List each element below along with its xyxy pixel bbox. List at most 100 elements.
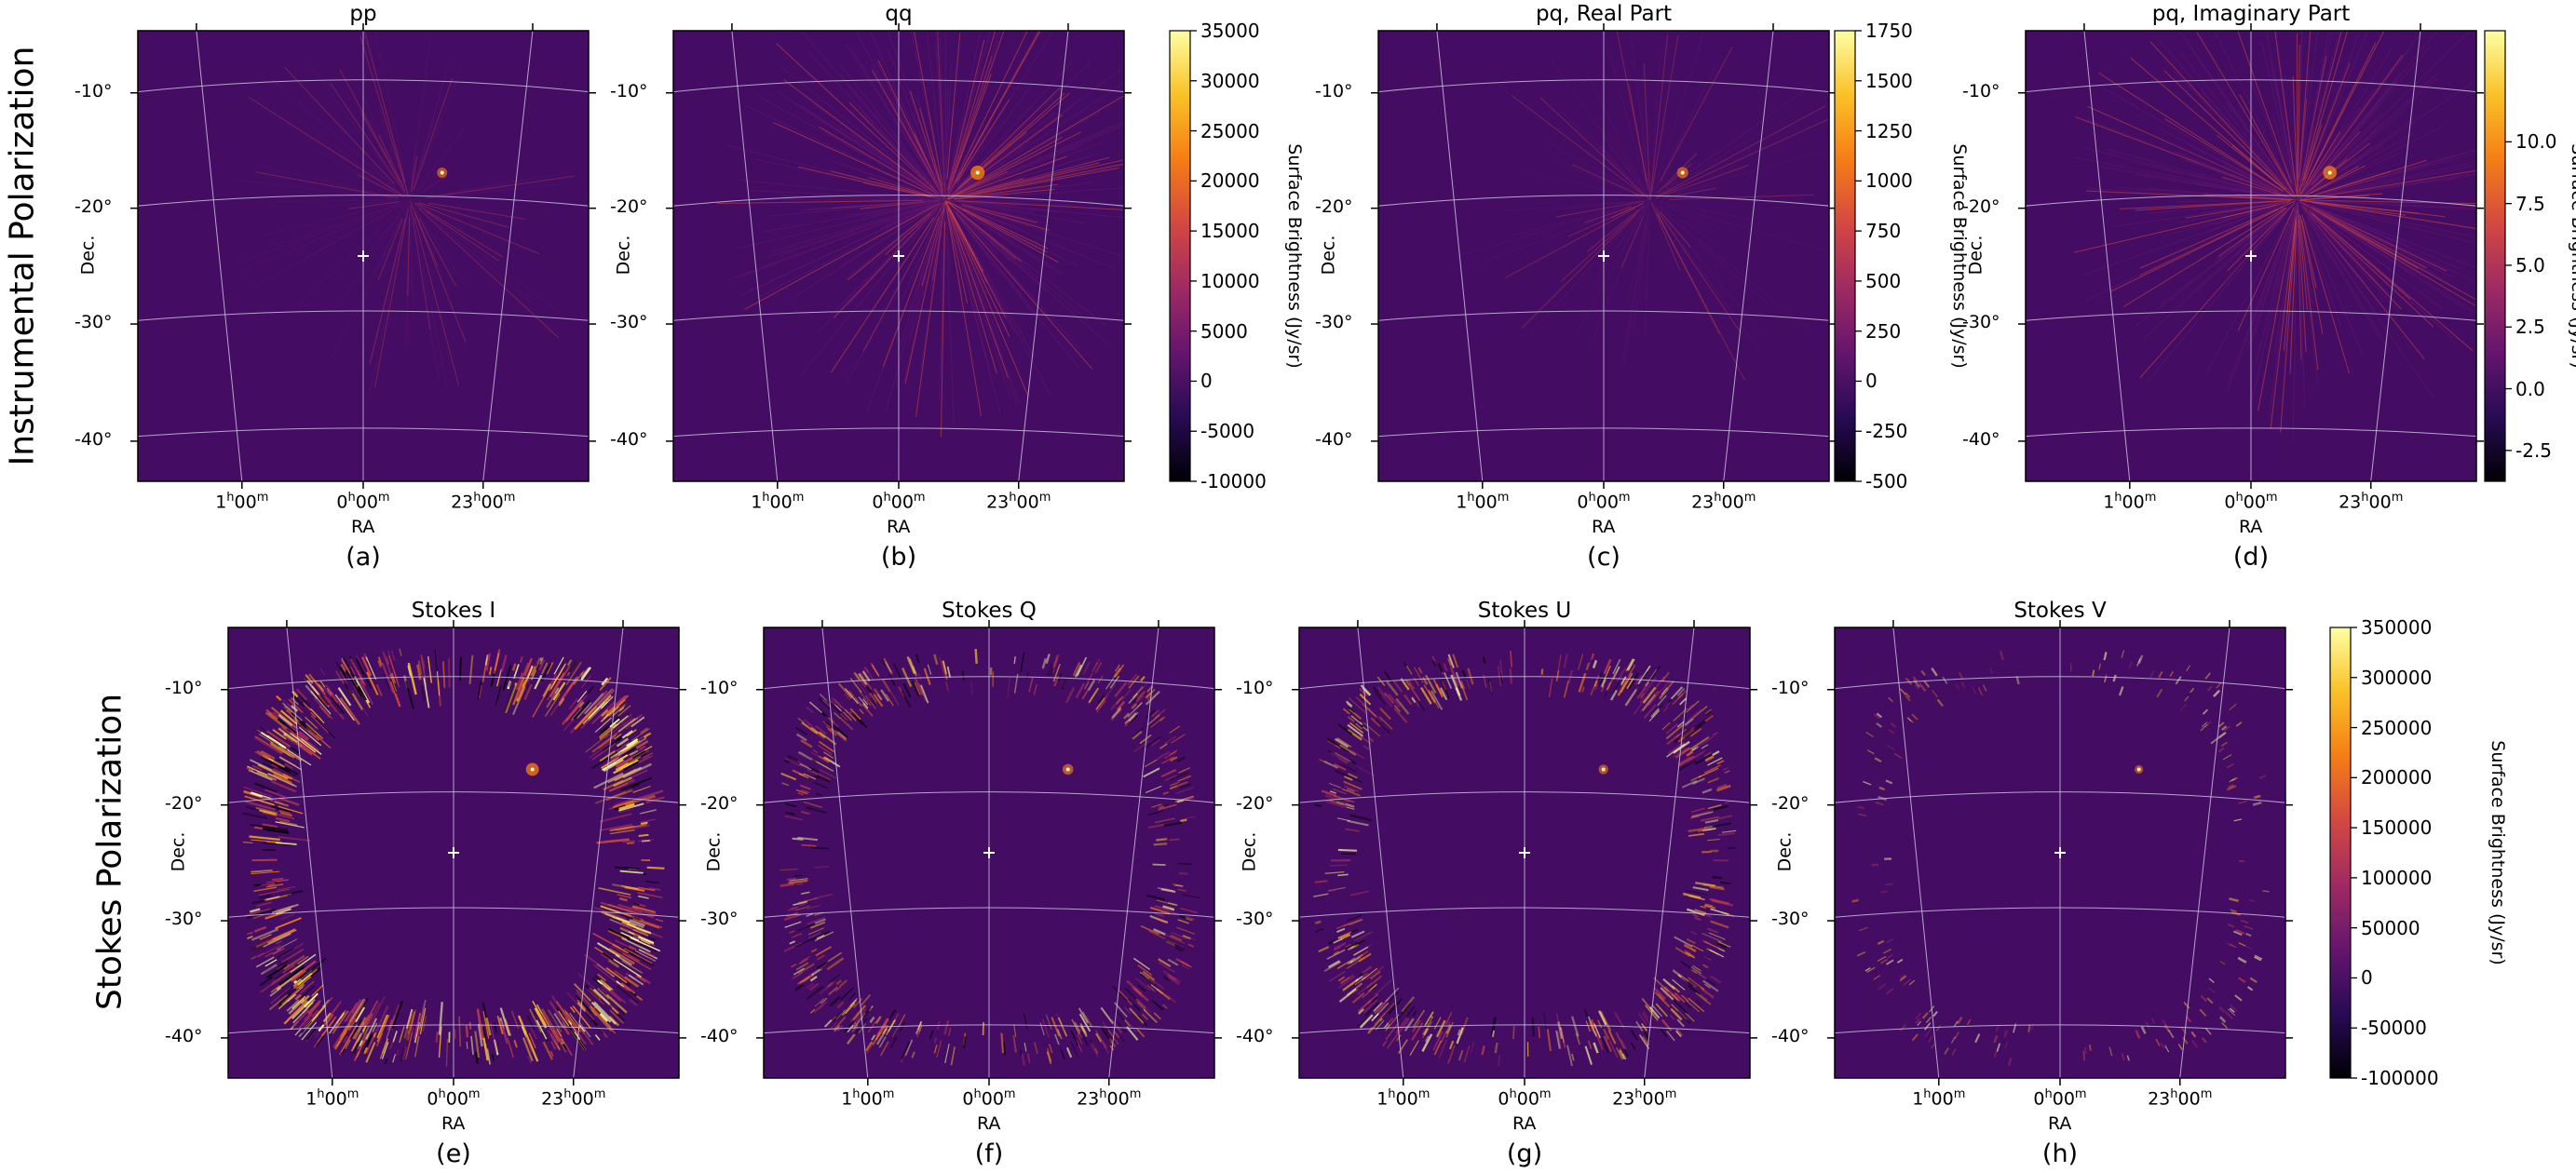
panel-caption: (c): [1587, 543, 1620, 572]
panel-caption: (f): [974, 1139, 1004, 1168]
dec-tick-label: -20°: [700, 792, 739, 814]
colorbar-4: [2329, 627, 2357, 1079]
source-core: [1680, 170, 1685, 175]
ra-axis-label: RA: [887, 517, 911, 537]
colorbar-tick-label: 0: [1200, 370, 1213, 393]
colorbar-tick-label: 25000: [1200, 119, 1260, 142]
colorbar-tick-label: -10000: [1200, 470, 1267, 492]
colorbar-tick-label: 150000: [2361, 816, 2433, 840]
colorbar-tick-label: 0.0: [2515, 377, 2545, 400]
ra-axis-label: RA: [2239, 517, 2263, 537]
center-marker: [2054, 847, 2066, 858]
ra-gridline: [196, 31, 243, 481]
dec-tick-label: -20°: [75, 196, 113, 217]
dec-tick-label: -40°: [75, 428, 113, 450]
ra-tick-label: 1h00m: [1376, 1087, 1430, 1110]
dec-tick-label: -10°: [1962, 80, 2000, 101]
colorbar-3: [2484, 30, 2512, 482]
ra-gridline: [286, 627, 333, 1078]
colorbar-tick-label: 35000: [1200, 20, 1260, 42]
source-core: [1601, 767, 1606, 772]
ra-axis-label: RA: [1512, 1113, 1537, 1134]
colorbar-tick-label: 1000: [1865, 169, 1913, 193]
source-core: [1065, 767, 1070, 772]
colorbar-tick-label: -250: [1865, 420, 1908, 443]
dec-tick-label: -40°: [1236, 1025, 1274, 1046]
colorbar-gradient: [2484, 30, 2506, 482]
colorbar-label: Surface Brightness (Jy/sr): [1949, 143, 1970, 369]
panel-title: qq: [885, 2, 913, 26]
panel-title: Stokes U: [1477, 599, 1572, 623]
dec-tick-label: -10°: [165, 677, 203, 698]
panel-caption: (e): [436, 1139, 471, 1168]
dec-tick-label: -30°: [1962, 312, 2000, 333]
dec-axis-label: Dec.: [613, 235, 634, 276]
colorbar-tick-label: 10.0: [2515, 130, 2557, 154]
dec-axis-label: Dec.: [1774, 831, 1796, 872]
center-marker: [1598, 250, 1609, 262]
panel-caption: (d): [2232, 543, 2270, 572]
ra-axis-label: RA: [977, 1113, 1001, 1134]
ra-gridline: [1644, 627, 1695, 1078]
ra-tick-label: 1h00m: [305, 1087, 359, 1110]
panel-4: [2018, 23, 2484, 489]
colorbar-label: Surface Brightness (Jy/sr): [2488, 740, 2508, 965]
center-marker: [2245, 250, 2257, 262]
center-marker: [448, 847, 459, 858]
ra-tick-label: 1h00m: [1456, 491, 1510, 513]
ra-gridline: [1723, 31, 1774, 481]
dec-tick-label: -20°: [610, 196, 648, 217]
ra-tick-label: 0h00m: [872, 491, 926, 513]
ra-tick-label: 1h00m: [751, 491, 805, 513]
source-core: [975, 170, 980, 175]
dec-tick-label: -40°: [1771, 1025, 1810, 1046]
ra-axis-label: RA: [2048, 1113, 2072, 1134]
panel-title: Stokes V: [2013, 599, 2107, 623]
ra-tick-label: 23h00m: [451, 491, 516, 513]
ra-tick-label: 0h00m: [2224, 491, 2278, 513]
source-core: [2327, 170, 2332, 175]
ra-tick-label: 23h00m: [2339, 491, 2404, 513]
dec-tick-label: -10°: [75, 80, 113, 101]
dec-tick-label: -20°: [1315, 196, 1353, 217]
colorbar-tick-label: 1500: [1865, 69, 1913, 92]
dec-axis-label: Dec.: [1239, 831, 1260, 872]
colorbar-tick-label: 500: [1865, 269, 1902, 292]
ra-tick-label: 1h00m: [1912, 1087, 1966, 1110]
colorbar-tick-label: 250: [1865, 319, 1902, 343]
colorbar-tick-label: 350000: [2361, 616, 2433, 639]
colorbar-tick-label: -5000: [1200, 420, 1255, 443]
ra-tick-label: 23h00m: [1612, 1087, 1677, 1110]
dec-tick-label: -30°: [610, 312, 648, 333]
source-core: [440, 170, 444, 175]
colorbar-tick-label: 7.5: [2515, 192, 2545, 215]
colorbar-gradient: [1834, 30, 1856, 482]
colorbar-tick-label: 1250: [1865, 119, 1913, 142]
panel-caption: (h): [2041, 1139, 2079, 1168]
colorbar-tick-label: 0: [2361, 966, 2373, 990]
center-marker: [893, 250, 904, 262]
colorbar-tick-label: 250000: [2361, 716, 2433, 739]
panel-8: [1827, 620, 2293, 1085]
colorbar-tick-label: 100000: [2361, 866, 2433, 889]
colorbar-tick-label: -50000: [2361, 1017, 2427, 1040]
dec-tick-label: -30°: [165, 909, 203, 930]
dec-tick-label: -10°: [1771, 677, 1810, 698]
panel-caption: (g): [1506, 1139, 1543, 1168]
dec-tick-label: -20°: [165, 792, 203, 814]
panel-7: [1292, 620, 1757, 1085]
ra-tick-label: 23h00m: [1691, 491, 1756, 513]
ra-gridline: [2083, 31, 2131, 481]
dec-tick-label: -40°: [610, 428, 648, 450]
dec-tick-label: -10°: [1315, 80, 1353, 101]
panel-title: pq, Real Part: [1535, 2, 1673, 26]
panel-1: [130, 23, 596, 489]
dec-tick-label: -20°: [1962, 196, 2000, 217]
panel-caption: (b): [880, 543, 917, 572]
center-marker: [358, 250, 369, 262]
dec-tick-label: -20°: [1771, 792, 1810, 814]
colorbar-label: Surface Brightness (Jy/sr): [1284, 143, 1305, 369]
dec-tick-label: -10°: [1236, 677, 1274, 698]
source-core: [2136, 767, 2141, 772]
ra-tick-label: 0h00m: [1577, 491, 1631, 513]
